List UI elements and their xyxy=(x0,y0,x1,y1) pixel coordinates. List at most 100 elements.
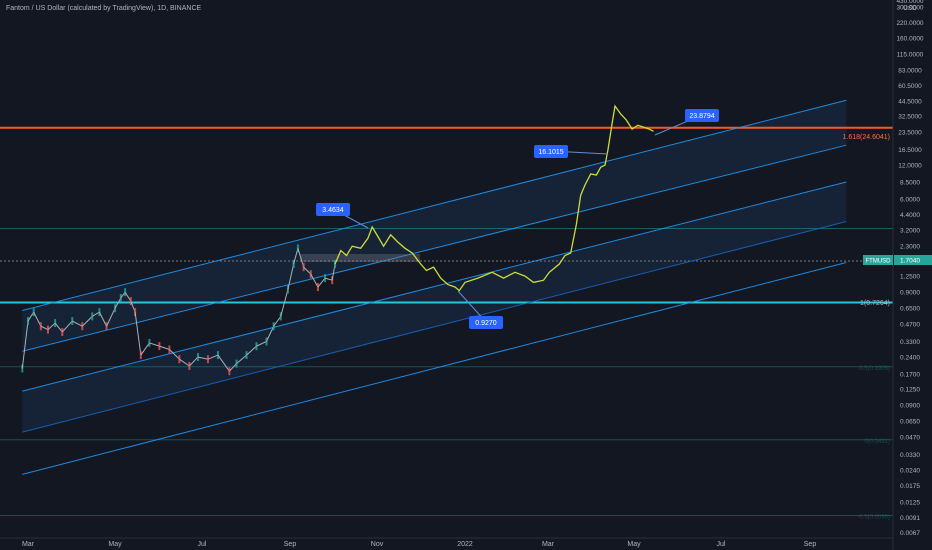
price-axis-tick: 430.0000 xyxy=(896,0,923,5)
price-candle xyxy=(280,289,289,317)
price-axis-tick: 0.3300 xyxy=(900,339,920,346)
fib-label-faded: -0.5(0.0095) xyxy=(857,515,890,521)
callout-box xyxy=(534,145,568,158)
price-candle xyxy=(159,345,170,350)
chart-title: Fantom / US Dollar (calculated by Tradin… xyxy=(6,5,201,12)
channel-line xyxy=(22,261,847,475)
price-candle xyxy=(310,273,319,288)
price-candle xyxy=(207,354,219,360)
time-axis-tick: Mar xyxy=(22,541,35,548)
fib-label-faded: 0(0.0431) xyxy=(864,439,890,445)
current-price-tag xyxy=(894,255,932,265)
price-candle xyxy=(246,345,257,356)
price-axis-tick: 0.9000 xyxy=(900,290,920,297)
fib-label-faded: 0.5(0.1905) xyxy=(859,366,890,372)
price-axis-tick: 3.2000 xyxy=(900,227,920,234)
channel-line xyxy=(22,144,847,352)
price-candle xyxy=(98,311,107,327)
callout-label: 16.1015 xyxy=(538,149,563,156)
price-axis[interactable] xyxy=(893,0,932,550)
time-axis-tick: Nov xyxy=(371,541,384,548)
price-candle xyxy=(236,354,247,365)
price-candle xyxy=(273,316,282,327)
price-axis-tick: 4.4000 xyxy=(900,212,920,219)
price-axis-tick: 0.0067 xyxy=(900,530,920,537)
price-candle xyxy=(140,342,150,356)
price-candle xyxy=(47,322,56,330)
price-axis-tick: 160.0000 xyxy=(896,35,923,42)
price-candle xyxy=(228,363,237,372)
price-candle xyxy=(106,307,116,327)
price-axis-tick: 220.0000 xyxy=(896,20,923,27)
price-candle xyxy=(21,320,29,369)
price-candle xyxy=(149,342,160,347)
price-axis-tick: 32.5000 xyxy=(898,114,922,121)
price-candle xyxy=(33,311,42,327)
price-axis-tick: 8.5000 xyxy=(900,180,920,187)
price-candle xyxy=(303,266,312,275)
time-axis-tick: Sep xyxy=(804,541,817,548)
time-axis-tick: Jul xyxy=(717,541,726,548)
highlight-box xyxy=(300,254,420,262)
current-price-label: 1.7040 xyxy=(900,258,920,265)
price-axis-tick: 60.5000 xyxy=(898,83,922,90)
price-candle xyxy=(179,358,190,367)
time-axis-tick: 2022 xyxy=(457,541,473,548)
price-axis-tick: 2.3000 xyxy=(900,244,920,251)
channel-line xyxy=(22,181,847,392)
price-axis-tick: 0.4700 xyxy=(900,322,920,329)
symbol-tag xyxy=(863,255,893,265)
price-axis-tick: 0.0240 xyxy=(900,468,920,475)
price-candle xyxy=(256,340,267,347)
price-candle xyxy=(54,322,63,333)
price-axis-tick: 0.0175 xyxy=(900,483,920,490)
price-candle xyxy=(287,263,295,290)
price-candle xyxy=(92,311,100,317)
price-axis-tick: 0.1700 xyxy=(900,372,920,379)
price-axis-tick: 6.0000 xyxy=(900,197,920,204)
channel-line xyxy=(22,99,847,311)
price-candle xyxy=(61,320,73,333)
price-axis-tick: 0.0470 xyxy=(900,435,920,442)
price-axis-tick: 0.0650 xyxy=(900,419,920,426)
channel-fill xyxy=(22,100,847,352)
price-axis-tick: 44.5000 xyxy=(898,98,922,105)
price-axis-tick: 16.5000 xyxy=(898,147,922,154)
time-axis-tick: Mar xyxy=(542,541,555,548)
price-axis-tick: 12.0000 xyxy=(898,163,922,170)
fib-label-1618: 1.618(24.6041) xyxy=(843,134,890,141)
price-candle xyxy=(81,316,93,327)
price-axis-tick: 0.1250 xyxy=(900,387,920,394)
price-candle xyxy=(169,349,180,360)
price-candle xyxy=(134,312,142,356)
price-axis-tick: 115.0000 xyxy=(897,52,924,59)
price-candle xyxy=(324,277,333,281)
price-axis-tick: 83.0000 xyxy=(898,68,922,75)
price-axis-tick: 300.0000 xyxy=(896,5,923,12)
price-axis-tick: 0.0900 xyxy=(900,403,920,410)
channel-line xyxy=(22,221,847,433)
callout-box xyxy=(469,316,503,329)
callout-label: 3.4634 xyxy=(322,207,344,214)
price-axis-tick: 0.0125 xyxy=(900,500,920,507)
price-axis-tick: 0.0091 xyxy=(900,515,920,522)
symbol-tag-label: FTMUSD xyxy=(866,259,892,265)
callout-box xyxy=(316,203,350,216)
price-candle xyxy=(217,354,230,372)
currency-label: USD xyxy=(903,5,917,12)
price-line xyxy=(334,104,654,292)
price-candle xyxy=(189,356,199,367)
price-axis-tick: 0.2400 xyxy=(900,355,920,362)
price-axis-tick: 1.2500 xyxy=(900,274,920,281)
price-candle xyxy=(317,277,326,288)
callout-label: 0.9270 xyxy=(475,320,497,327)
price-axis-tick: 23.5000 xyxy=(898,130,922,137)
price-axis-tick: 0.6500 xyxy=(900,306,920,313)
price-candle xyxy=(266,326,275,342)
callout-box xyxy=(685,109,719,122)
time-axis-tick: Jul xyxy=(198,541,207,548)
time-axis-tick: May xyxy=(627,541,641,548)
price-candle xyxy=(40,325,49,331)
